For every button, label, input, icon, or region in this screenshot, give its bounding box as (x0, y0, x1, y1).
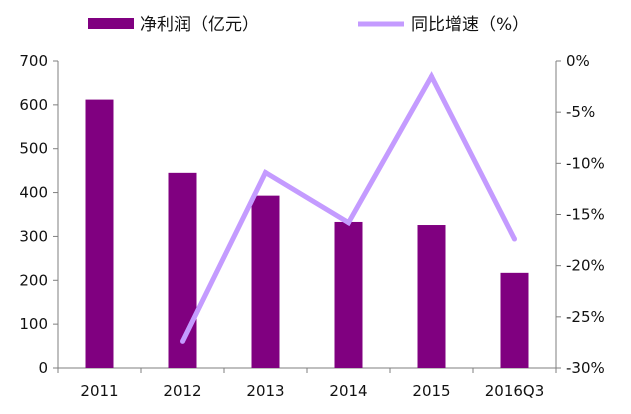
x-axis-tick-label: 2015 (412, 382, 450, 400)
left-axis-tick-label: 200 (19, 271, 48, 289)
left-axis-tick-label: 700 (19, 52, 48, 70)
x-axis-tick-label: 2016Q3 (485, 382, 545, 400)
net-profit-bars (85, 99, 529, 368)
x-axis-tick-label: 2012 (163, 382, 201, 400)
legend-swatch-net-profit (88, 18, 134, 29)
net-profit-bar (168, 172, 197, 368)
right-axis-tick-label: -5% (566, 103, 595, 121)
right-axis-tick-label: -10% (566, 154, 605, 172)
right-axis-tick-label: -25% (566, 308, 605, 326)
net-profit-bar (334, 221, 363, 368)
legend-label-net-profit: 净利润（亿元） (140, 15, 259, 35)
right-axis-tick-label: 0% (566, 52, 590, 70)
left-axis-tick-label: 600 (19, 96, 48, 114)
right-axis-tick-label: -20% (566, 257, 605, 275)
legend-label-growth-rate: 同比增速（%） (411, 15, 529, 35)
net-profit-bar (251, 195, 280, 368)
net-profit-bar (417, 225, 446, 368)
x-axis: 2011 2012 2013 2014 2015 2016Q3 (57, 367, 557, 400)
growth-rate-point (429, 73, 434, 79)
x-axis-tick-label: 2014 (329, 382, 367, 400)
growth-rate-point (346, 220, 351, 226)
growth-rate-point (512, 236, 517, 242)
left-axis-tick-label: 0 (38, 359, 48, 377)
legend: 净利润（亿元） 同比增速（%） (88, 15, 529, 35)
x-axis-tick-label: 2013 (246, 382, 284, 400)
left-axis-tick-label: 100 (19, 315, 48, 333)
right-axis-tick-label: -30% (566, 359, 605, 377)
net-profit-bar (85, 99, 114, 368)
net-profit-bar (500, 272, 529, 368)
growth-rate-point (180, 338, 185, 344)
left-y-axis: 0 100 200 300 400 500 600 700 (19, 52, 59, 377)
right-y-axis: -30% -25% -20% -15% -10% -5% 0% (555, 52, 605, 377)
left-axis-tick-label: 300 (19, 227, 48, 245)
growth-rate-point (263, 170, 268, 176)
right-axis-tick-label: -15% (566, 206, 605, 224)
growth-rate-line-series (180, 71, 517, 344)
x-axis-tick-label: 2011 (80, 382, 118, 400)
left-axis-tick-label: 400 (19, 184, 48, 202)
left-axis-tick-label: 500 (19, 140, 48, 158)
